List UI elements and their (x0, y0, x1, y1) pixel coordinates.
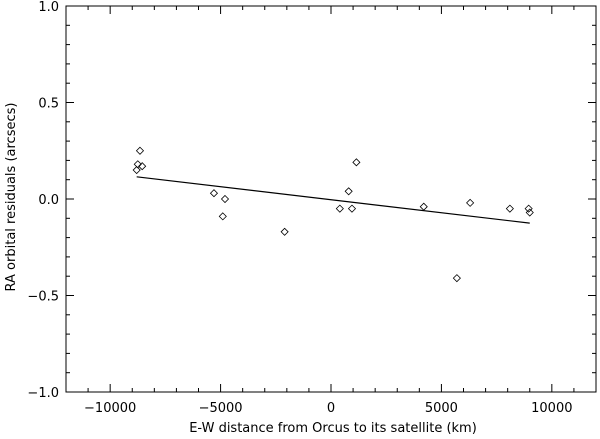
data-point (138, 162, 147, 171)
x-tick-label: −5000 (199, 401, 243, 416)
x-tick-label: 0 (327, 401, 335, 416)
data-point (419, 202, 428, 211)
x-tick-label: 10000 (531, 401, 572, 416)
x-tick-label: 5000 (425, 401, 458, 416)
plot-frame (65, 5, 597, 393)
y-tick-label: −0.5 (27, 290, 59, 305)
data-point (352, 158, 361, 167)
y-tick-label: 1.0 (38, 0, 59, 15)
data-point (344, 187, 353, 196)
data-point (133, 160, 142, 169)
data-point (335, 204, 344, 213)
x-tick-label: −10000 (84, 401, 136, 416)
data-point (209, 189, 219, 198)
data-point (132, 165, 141, 175)
data-point (524, 204, 533, 213)
y-axis-label: RA orbital residuals (arcsecs) (4, 103, 19, 292)
data-point (505, 204, 514, 213)
data-point (135, 146, 145, 155)
data-point (452, 274, 461, 283)
data-point (525, 208, 534, 217)
y-tick-label: 0.5 (38, 97, 59, 112)
data-point (347, 204, 357, 213)
data-point (466, 198, 475, 207)
y-tick-label: −1.0 (27, 386, 59, 401)
data-point (220, 194, 230, 204)
x-axis-label: E-W distance from Orcus to its satellite… (189, 421, 477, 436)
data-point (280, 227, 289, 236)
y-tick-label: 0.0 (38, 193, 59, 208)
fit-line (136, 176, 530, 224)
data-point (218, 212, 227, 221)
